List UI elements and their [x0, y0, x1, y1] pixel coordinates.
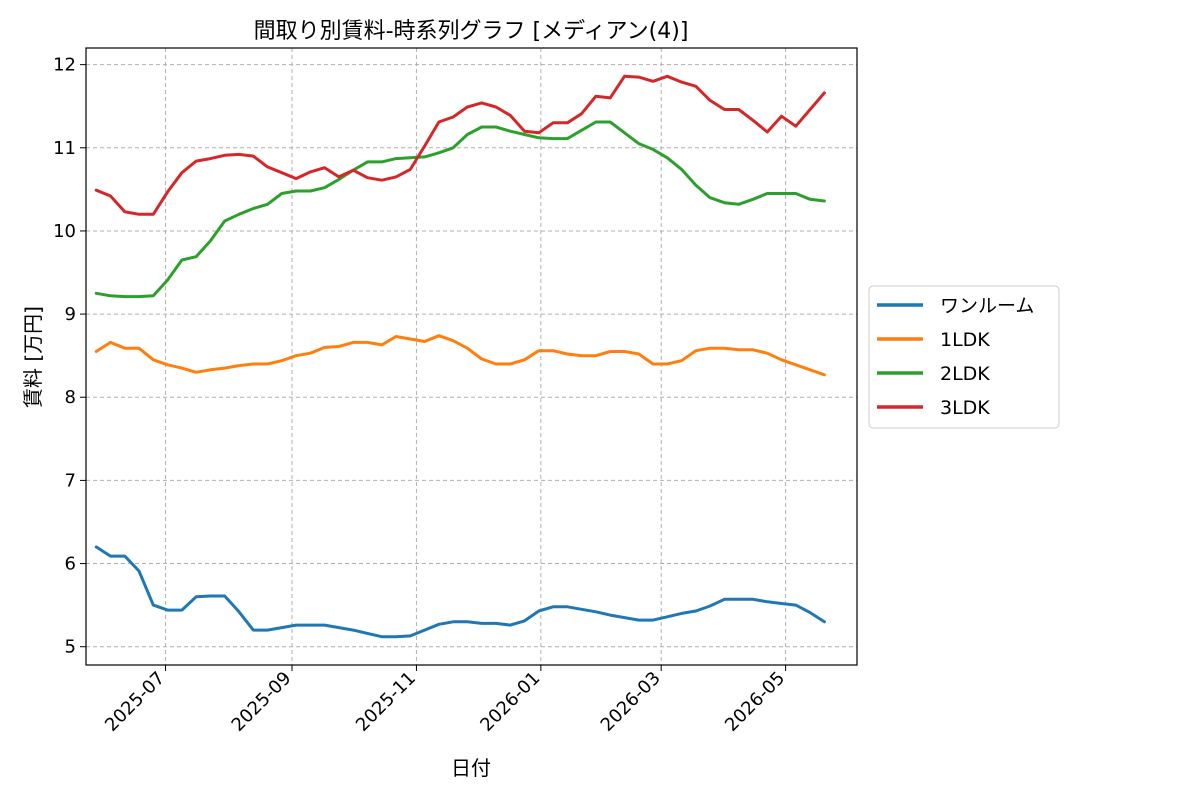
legend-box	[868, 285, 1060, 429]
grid	[86, 48, 857, 665]
y-tick-label: 10	[53, 221, 76, 242]
x-tick-label: 2025-07	[101, 668, 169, 736]
x-tick-label: 2025-11	[352, 668, 420, 736]
series-line-2LDK	[94, 120, 826, 299]
series-line-3LDK	[94, 74, 826, 216]
y-tick-label: 9	[65, 304, 76, 325]
legend-label: ワンルーム	[940, 295, 1034, 317]
series-line-1LDK	[94, 334, 826, 377]
y-axis-label: 賃料 [万円]	[21, 306, 45, 408]
x-axis-label: 日付	[451, 756, 491, 780]
x-axis: 2025-07 2025-09 2025-11 2026-01 2026-03 2026-…	[101, 665, 789, 736]
legend-label: 2LDK	[940, 363, 990, 385]
plot-frame	[85, 47, 858, 666]
legend-label: 3LDK	[940, 397, 990, 419]
x-tick-label: 2026-03	[597, 668, 665, 736]
series-lines	[94, 74, 826, 639]
y-tick-label: 12	[53, 55, 76, 76]
legend: ワンルーム 1LDK 2LDK 3LDK	[868, 285, 1060, 429]
y-tick-label: 5	[65, 637, 76, 658]
y-tick-label: 11	[53, 138, 76, 159]
y-tick-label: 8	[65, 387, 76, 408]
x-tick-label: 2026-05	[721, 668, 789, 736]
series-line-ワンルーム	[94, 545, 826, 639]
y-axis: 5 6 7 8 9 10 11 12	[53, 55, 86, 658]
x-tick-label: 2026-01	[476, 668, 544, 736]
y-tick-label: 6	[65, 554, 76, 575]
legend-label: 1LDK	[940, 329, 990, 351]
x-tick-label: 2025-09	[228, 668, 296, 736]
chart-title: 間取り別賃料-時系列グラフ [メディアン(4)]	[254, 19, 689, 44]
y-tick-label: 7	[65, 470, 76, 491]
